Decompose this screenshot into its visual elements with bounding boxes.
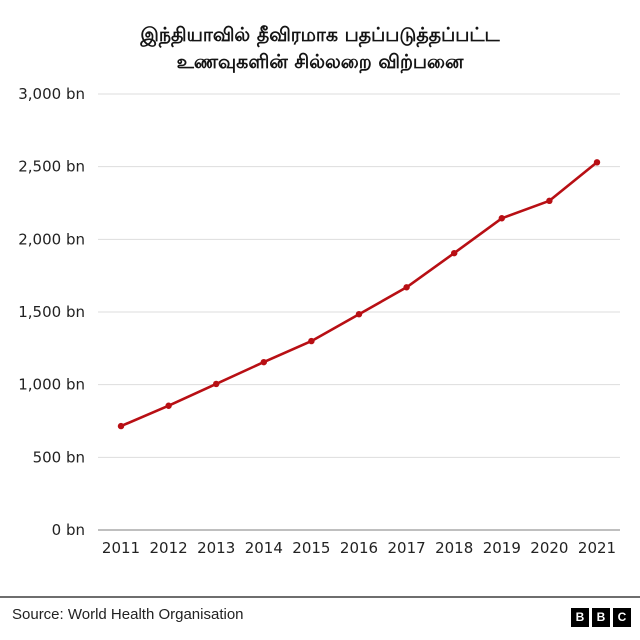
bbc-logo-b1: B [571,608,589,627]
bbc-logo: B B C [571,608,631,627]
data-point [308,337,315,345]
data-point [593,159,601,166]
chart-title: இந்தியாவில் தீவிரமாக பதப்படுத்தப்பட்ட உண… [0,22,640,76]
x-tick-label: 2021 [578,539,616,557]
data-point [117,422,125,430]
line-chart: 0 bn 500 bn 1,000 bn 1,500 bn 2,000 bn 2,500 … [18,85,620,557]
x-tick-label: 2016 [340,539,378,557]
bbc-logo-b2: B [592,608,610,627]
data-line [120,161,598,428]
bbc-logo-c: C [613,608,631,627]
y-tick-label: 2,000 bn [18,230,85,248]
chart-title-line-2: உணவுகளின் சில்லறை விற்பனை [176,51,464,73]
y-tick-label: 3,000 bn [18,85,85,103]
y-axis-tick-labels: 0 bn 500 bn 1,000 bn 1,500 bn 2,000 bn 2,500 … [18,85,85,539]
x-tick-label: 2019 [483,539,521,557]
x-tick-label: 2011 [102,539,140,557]
x-tick-label: 2012 [150,539,188,557]
y-tick-label: 1,000 bn [18,376,85,394]
data-point [546,197,553,205]
data-point [451,249,458,257]
data-point [260,358,267,366]
x-axis-tick-labels: 2011 2012 2013 2014 2015 2016 2017 2018 2019 2020… [102,539,616,557]
x-tick-label: 2015 [292,539,330,557]
data-point [165,402,172,409]
data-point [403,284,410,291]
gridlines [98,93,620,531]
x-tick-label: 2018 [435,539,473,557]
x-tick-label: 2014 [245,539,283,557]
chart-title-line-1: இந்தியாவில் தீவிரமாக பதப்படுத்தப்பட்ட [140,24,500,46]
x-tick-label: 2017 [388,539,426,557]
y-tick-label: 500 bn [33,448,85,466]
footer-divider [0,596,640,598]
y-tick-label: 0 bn [52,521,85,539]
x-tick-label: 2020 [530,539,568,557]
data-point [498,215,505,222]
x-tick-label: 2013 [197,539,235,557]
data-point [213,380,220,388]
y-tick-label: 2,500 bn [18,158,85,176]
y-tick-label: 1,500 bn [18,303,85,321]
source-text: Source: World Health Organisation [12,606,244,623]
data-point [355,310,363,318]
data-points [117,159,601,430]
